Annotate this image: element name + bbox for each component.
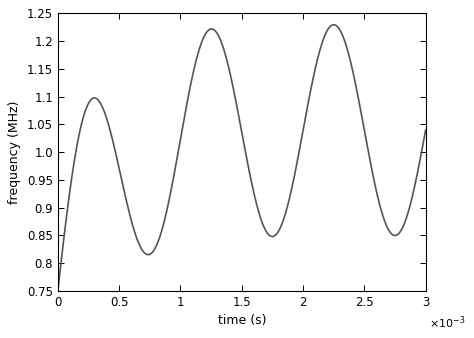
Text: $\times10^{-3}$: $\times10^{-3}$ [429, 315, 465, 331]
Y-axis label: frequency (MHz): frequency (MHz) [9, 100, 21, 204]
X-axis label: time (s): time (s) [218, 314, 266, 328]
